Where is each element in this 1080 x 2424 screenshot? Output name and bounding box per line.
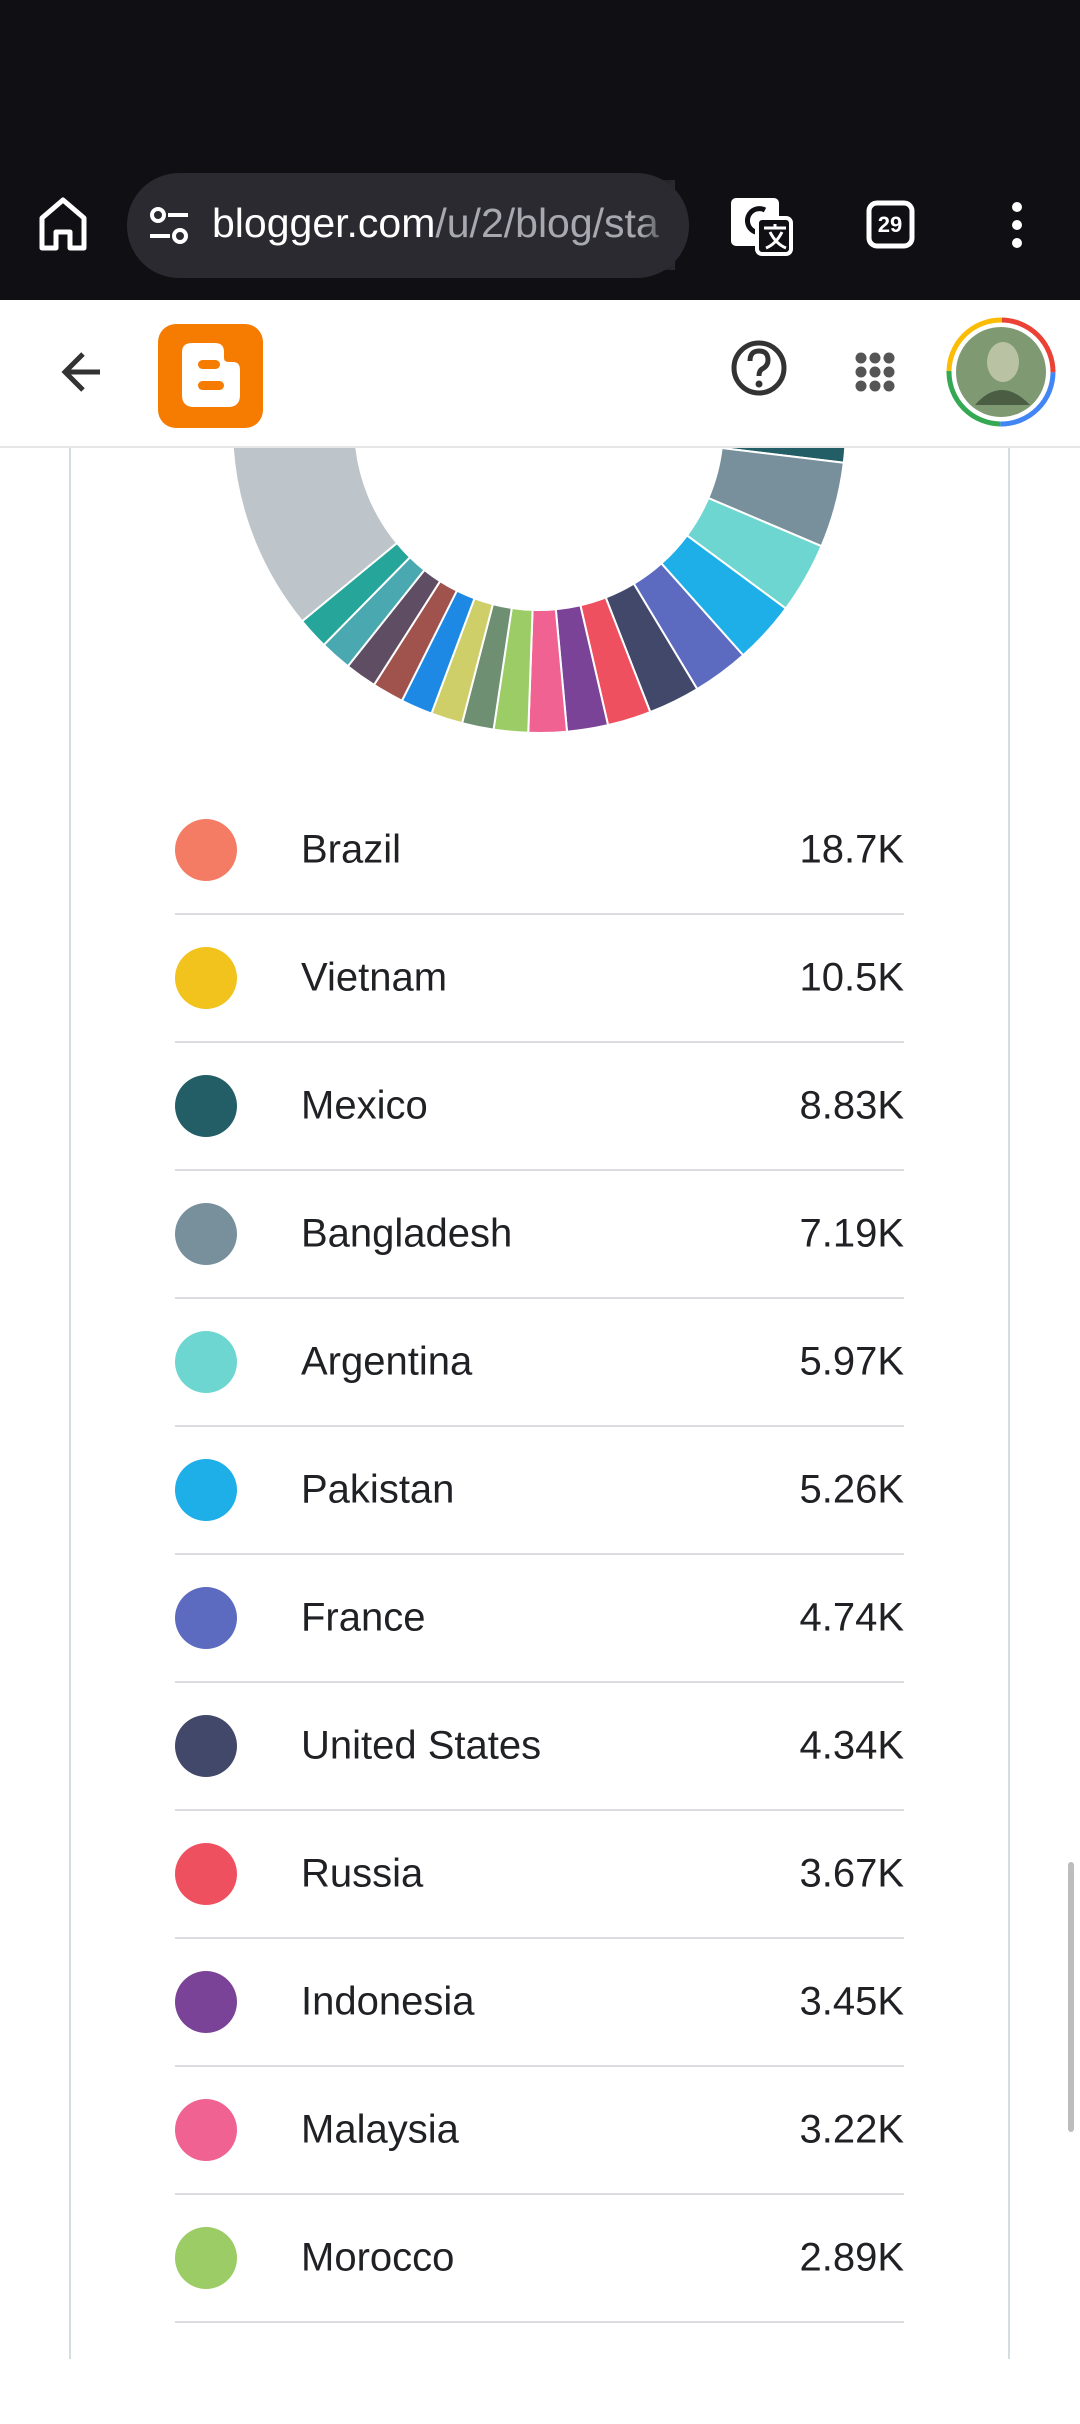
- legend-dot: [175, 819, 237, 881]
- country-value: 5.97K: [799, 1340, 904, 1384]
- legend-dot: [175, 1715, 237, 1777]
- country-name: France: [301, 1596, 426, 1640]
- menu-button[interactable]: [1012, 202, 1022, 248]
- country-name: Morocco: [301, 2236, 454, 2280]
- legend-dot: [175, 1459, 237, 1521]
- country-name: Brazil: [301, 828, 401, 872]
- home-button[interactable]: [39, 197, 87, 251]
- country-name: Malaysia: [301, 2108, 460, 2152]
- legend-dot: [175, 1203, 237, 1265]
- apps-button[interactable]: [855, 352, 895, 392]
- country-name: Vietnam: [301, 956, 447, 1000]
- country-value: 2.89K: [799, 2236, 904, 2280]
- legend-dot: [175, 1331, 237, 1393]
- country-name: Mexico: [301, 1084, 428, 1128]
- donut-slice-other: [231, 448, 399, 623]
- country-value: 3.45K: [799, 1980, 904, 2024]
- legend-dot: [175, 1843, 237, 1905]
- donut-chart: [231, 448, 847, 734]
- back-button[interactable]: [61, 352, 100, 392]
- account-avatar[interactable]: [946, 317, 1056, 427]
- legend-dot: [175, 947, 237, 1009]
- translate-button[interactable]: [731, 198, 793, 256]
- scrollbar: [1068, 1862, 1074, 2132]
- country-name: Pakistan: [301, 1468, 454, 1512]
- country-name: United States: [301, 1724, 541, 1768]
- url-host: blogger.com: [212, 200, 435, 246]
- legend-dot: [175, 1971, 237, 2033]
- country-list: Brazil 18.7K Vietnam 10.5K Mexico 8.83K Bangla…: [175, 819, 904, 2323]
- url-path: /u/2/blog/sta: [435, 200, 659, 246]
- country-value: 3.22K: [799, 2108, 904, 2152]
- url-bar[interactable]: [127, 173, 689, 278]
- country-value: 5.26K: [799, 1468, 904, 1512]
- country-value: 8.83K: [799, 1084, 904, 1128]
- country-name: Indonesia: [301, 1980, 475, 2024]
- country-value: 4.74K: [799, 1596, 904, 1640]
- country-name: Argentina: [301, 1340, 473, 1384]
- country-name: Russia: [301, 1852, 424, 1896]
- site-info-icon[interactable]: [150, 207, 188, 244]
- tab-switcher[interactable]: 29: [866, 200, 915, 249]
- country-value: 10.5K: [799, 956, 904, 1000]
- legend-dot: [175, 2099, 237, 2161]
- country-value: 18.7K: [799, 828, 904, 872]
- help-button[interactable]: [731, 340, 787, 396]
- legend-dot: [175, 2227, 237, 2289]
- legend-dot: [175, 1075, 237, 1137]
- legend-dot: [175, 1587, 237, 1649]
- url-text: blogger.com/u/2/blog/sta: [212, 200, 659, 246]
- country-value: 3.67K: [799, 1852, 904, 1896]
- country-name: Bangladesh: [301, 1212, 512, 1256]
- blogger-logo[interactable]: [158, 324, 263, 428]
- country-value: 4.34K: [799, 1724, 904, 1768]
- tab-count: 29: [878, 212, 902, 237]
- country-value: 7.19K: [799, 1212, 904, 1256]
